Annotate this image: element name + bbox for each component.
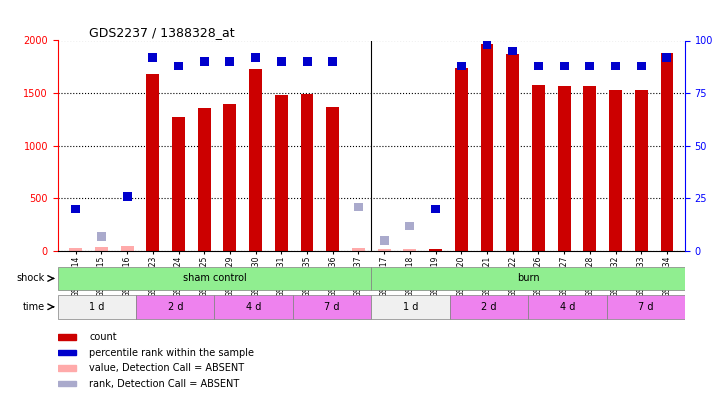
Text: time: time xyxy=(22,302,45,312)
Text: 2 d: 2 d xyxy=(167,302,183,312)
Text: shock: shock xyxy=(17,273,45,283)
Bar xyxy=(534,62,543,70)
Bar xyxy=(660,53,673,251)
Bar xyxy=(558,86,570,251)
Text: sham control: sham control xyxy=(182,273,247,283)
Bar xyxy=(611,62,620,70)
FancyBboxPatch shape xyxy=(450,295,528,319)
Bar xyxy=(174,62,183,70)
Bar xyxy=(123,192,132,200)
Bar xyxy=(405,222,415,230)
FancyBboxPatch shape xyxy=(215,295,293,319)
Bar xyxy=(455,68,468,251)
Bar xyxy=(380,237,389,245)
Bar xyxy=(637,62,646,70)
Text: 7 d: 7 d xyxy=(638,302,653,312)
Bar xyxy=(482,40,492,49)
Bar xyxy=(249,69,262,251)
FancyBboxPatch shape xyxy=(58,266,371,290)
Bar xyxy=(663,53,671,62)
FancyBboxPatch shape xyxy=(371,266,685,290)
Bar xyxy=(149,53,157,62)
Bar xyxy=(226,58,234,66)
Bar xyxy=(354,202,363,211)
Bar xyxy=(97,232,106,241)
Text: 7 d: 7 d xyxy=(324,302,340,312)
Text: GDS2237 / 1388328_at: GDS2237 / 1388328_at xyxy=(89,26,234,39)
Bar xyxy=(431,205,440,213)
Bar xyxy=(95,247,108,251)
FancyBboxPatch shape xyxy=(606,295,685,319)
Text: percentile rank within the sample: percentile rank within the sample xyxy=(89,347,254,358)
Bar xyxy=(508,47,517,55)
Bar xyxy=(200,58,208,66)
Bar xyxy=(532,85,545,251)
Bar xyxy=(275,95,288,251)
FancyBboxPatch shape xyxy=(58,295,136,319)
Bar xyxy=(224,104,236,251)
Bar xyxy=(303,58,311,66)
Bar xyxy=(609,90,622,251)
Bar xyxy=(277,58,286,66)
Bar xyxy=(327,107,339,251)
Bar xyxy=(481,44,493,251)
Text: burn: burn xyxy=(517,273,539,283)
FancyBboxPatch shape xyxy=(293,295,371,319)
Bar xyxy=(120,246,133,251)
Bar xyxy=(172,117,185,251)
Bar xyxy=(404,249,416,251)
Bar xyxy=(58,350,76,356)
Text: 4 d: 4 d xyxy=(559,302,575,312)
Bar xyxy=(429,249,442,251)
Text: value, Detection Call = ABSENT: value, Detection Call = ABSENT xyxy=(89,363,244,373)
FancyBboxPatch shape xyxy=(528,295,606,319)
Text: 1 d: 1 d xyxy=(89,302,105,312)
Bar xyxy=(146,74,159,251)
Text: 1 d: 1 d xyxy=(403,302,418,312)
Text: rank, Detection Call = ABSENT: rank, Detection Call = ABSENT xyxy=(89,379,239,389)
Bar xyxy=(457,62,466,70)
Bar xyxy=(58,365,76,371)
Bar xyxy=(251,53,260,62)
Bar xyxy=(559,62,569,70)
Bar xyxy=(328,58,337,66)
Text: 2 d: 2 d xyxy=(481,302,497,312)
Bar xyxy=(506,54,519,251)
Bar xyxy=(301,94,314,251)
Bar xyxy=(71,205,80,213)
Bar xyxy=(352,248,365,251)
FancyBboxPatch shape xyxy=(371,295,450,319)
Bar xyxy=(58,335,76,340)
Bar xyxy=(583,86,596,251)
Text: count: count xyxy=(89,332,117,342)
Bar xyxy=(585,62,594,70)
Text: 4 d: 4 d xyxy=(246,302,262,312)
Bar xyxy=(58,381,76,386)
Bar xyxy=(198,108,211,251)
Bar xyxy=(378,249,391,251)
Bar xyxy=(634,90,647,251)
FancyBboxPatch shape xyxy=(136,295,215,319)
Bar xyxy=(69,248,82,251)
